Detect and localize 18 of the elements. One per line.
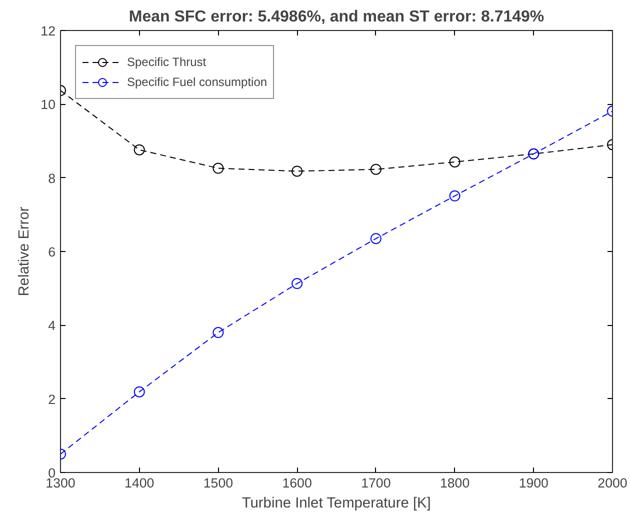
x-tick-label: 2000 (598, 476, 628, 490)
x-tick-label: 1600 (282, 476, 312, 490)
legend-label: Specific Fuel consumption (127, 75, 268, 89)
y-tick-label: 6 (48, 244, 56, 260)
legend-label: Specific Thrust (127, 55, 206, 69)
y-tick-label: 4 (48, 318, 56, 334)
x-tick-label: 1500 (203, 476, 234, 490)
y-tick-label: 12 (40, 24, 56, 38)
y-axis-title: Relative Error (16, 206, 33, 296)
x-axis-title: Turbine Inlet Temperature [K] (242, 496, 431, 512)
chart-title: Mean SFC error: 5.4986%, and mean ST error: 8.7149% (128, 8, 544, 26)
x-tick-label: 1900 (518, 476, 548, 490)
x-tick-label: 1800 (440, 476, 470, 490)
x-tick-label: 1400 (124, 476, 154, 490)
x-tick-label: 1700 (361, 476, 391, 490)
y-tick-label: 2 (48, 392, 56, 407)
y-tick-label: 8 (48, 170, 56, 186)
y-tick-label: 10 (40, 97, 56, 112)
